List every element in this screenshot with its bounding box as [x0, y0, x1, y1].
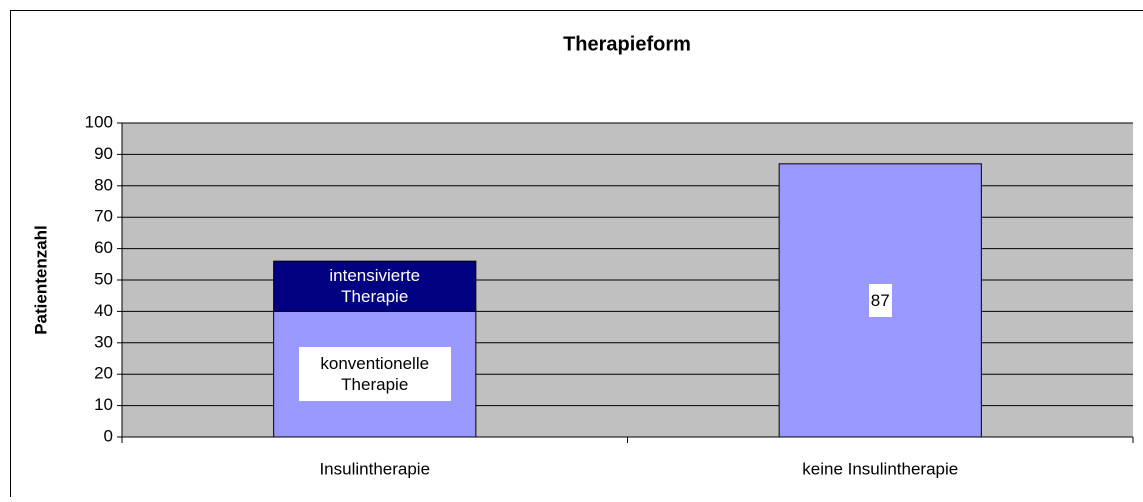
data-label: 87	[869, 284, 892, 317]
x-tick-label: Insulintherapie	[319, 459, 430, 478]
y-tick-label: 100	[85, 112, 113, 131]
x-tick-label: keine Insulintherapie	[802, 459, 958, 478]
chart-title: Therapieform	[563, 33, 691, 55]
y-tick-label: 70	[94, 207, 113, 226]
y-tick-label: 90	[94, 144, 113, 163]
data-label: konventionelle Therapie	[299, 347, 451, 401]
data-label-box: konventionelle Therapie	[299, 311, 451, 437]
y-axis-label: Patientenzahl	[31, 225, 50, 335]
y-tick-label: 10	[94, 395, 113, 414]
y-tick-label: 0	[104, 426, 113, 445]
data-label-box: intensivierte Therapie	[299, 261, 451, 311]
y-tick-label: 20	[94, 364, 113, 383]
data-label: intensivierte Therapie	[299, 265, 451, 307]
y-tick-label: 60	[94, 238, 113, 257]
y-tick-label: 80	[94, 175, 113, 194]
y-tick-label: 30	[94, 332, 113, 351]
data-label-box: 87	[804, 164, 956, 437]
y-tick-label: 40	[94, 301, 113, 320]
y-tick-label: 50	[94, 269, 113, 288]
